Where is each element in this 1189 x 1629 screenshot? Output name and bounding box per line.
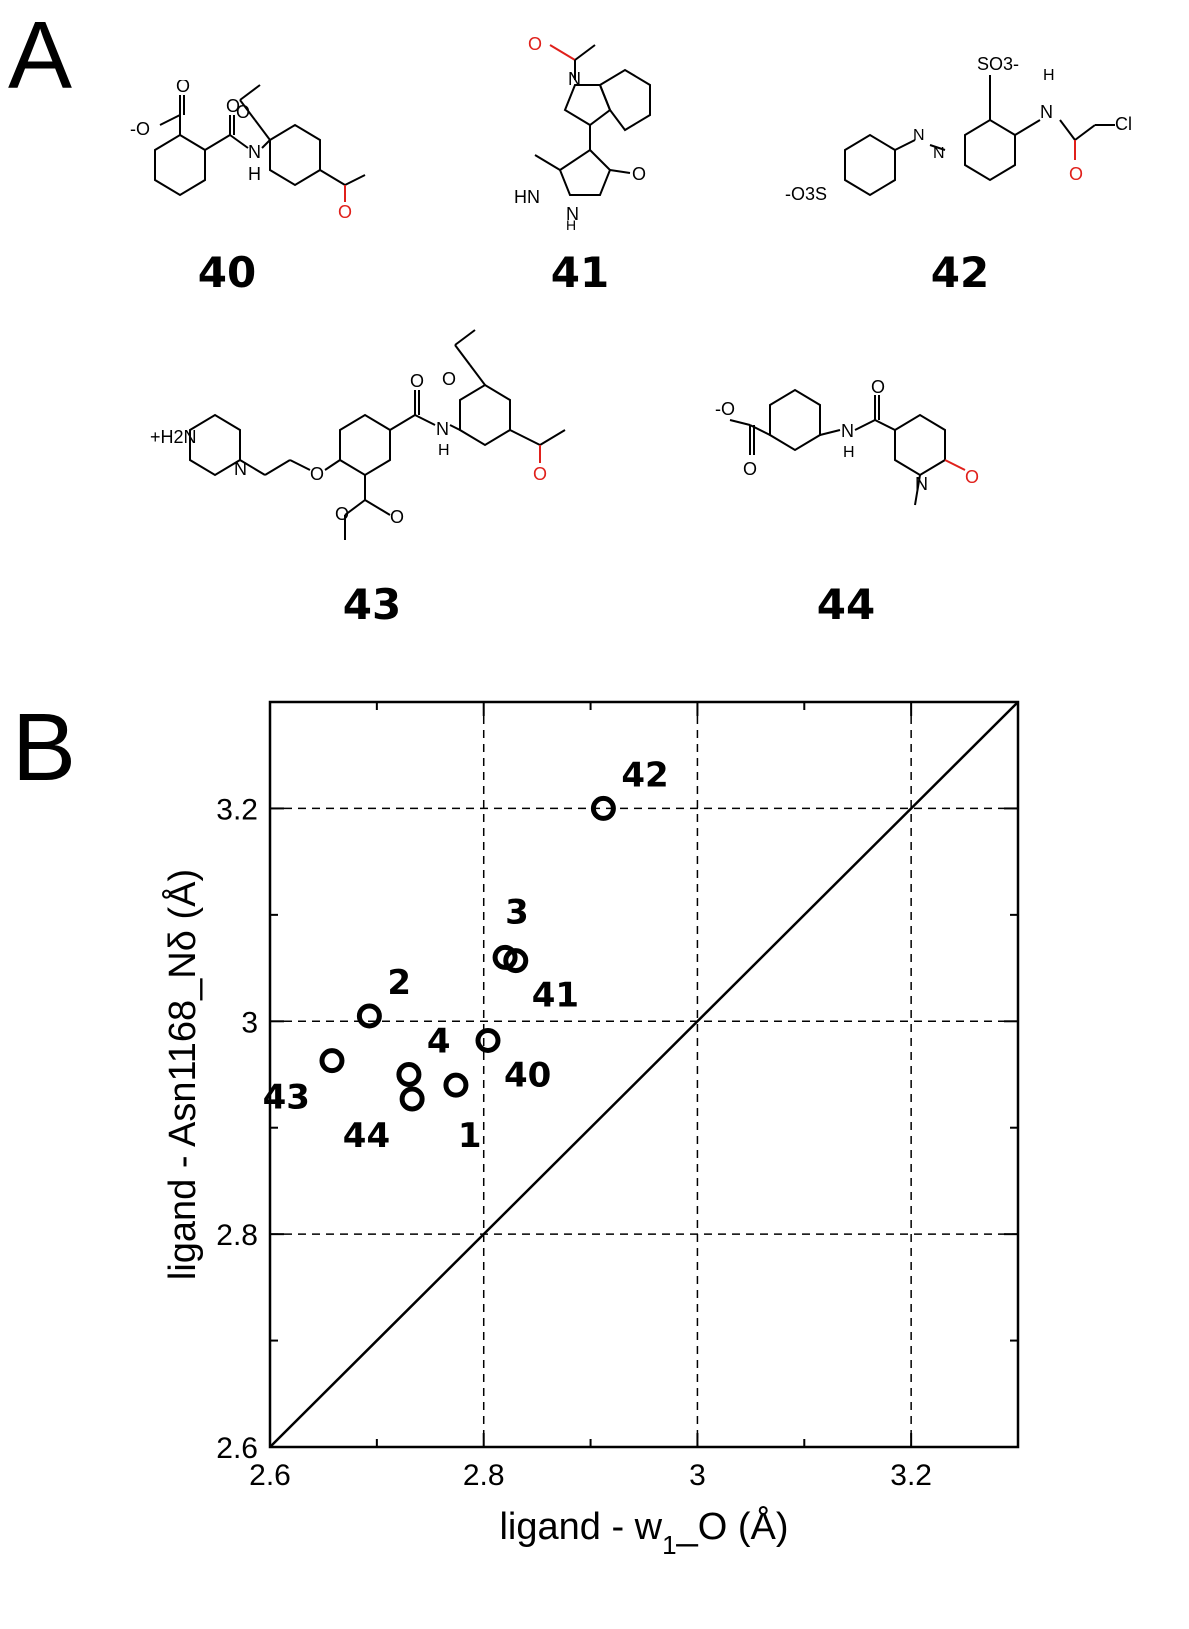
data-point <box>396 1062 422 1087</box>
data-point <box>590 795 616 821</box>
point-label: 42 <box>621 755 668 795</box>
atom-label: H <box>248 164 261 184</box>
point-label: 40 <box>504 1055 551 1095</box>
x-tick-label: 3 <box>689 1459 706 1492</box>
axis-ticks: 2.6 2.8 3 3.2 2.6 2.8 3 3.2 <box>216 702 1018 1492</box>
point-label: 4 <box>427 1022 451 1062</box>
diagonal-line <box>269 701 1019 1448</box>
atom-label: H <box>438 442 450 459</box>
data-point <box>319 1048 345 1074</box>
atom-label: N <box>248 142 261 162</box>
data-point <box>356 1003 382 1029</box>
atom-label: -O <box>715 399 735 419</box>
y-axis-label: ligand - Asn1168_Nδ (Å) <box>160 869 204 1280</box>
atom-label: H <box>566 217 576 233</box>
structure-41: O N HN N H O <box>514 34 651 233</box>
data-point <box>492 944 518 970</box>
point-label: 1 <box>458 1116 482 1156</box>
data-points: 42 3 41 2 40 4 43 44 1 <box>263 755 669 1156</box>
atom-label: N <box>1040 102 1053 122</box>
point-label: 41 <box>532 976 579 1016</box>
structure-42: SO3- N H Cl O -O3S N N <box>785 54 1132 204</box>
atom-label: O <box>310 464 324 484</box>
panel-label-b: B <box>12 694 77 801</box>
x-tick-label: 2.8 <box>463 1459 505 1492</box>
atom-label: N <box>933 145 945 162</box>
x-axis-label-main: ligand - w <box>499 1506 662 1548</box>
atom-label: O <box>176 80 190 96</box>
atom-label: O <box>632 164 646 184</box>
point-label: 44 <box>343 1116 390 1156</box>
structure-44: -O O O N H N O <box>715 377 979 506</box>
atom-label: -O <box>130 119 150 139</box>
atom-label: N <box>915 474 928 494</box>
plot-frame <box>268 700 1020 1449</box>
compound-label-43: 43 <box>342 580 402 629</box>
x-axis-label-sub: 1 <box>662 1530 676 1560</box>
atom-label: HN <box>514 187 540 207</box>
atom-label: O <box>533 464 547 484</box>
grid-lines <box>270 702 1018 1447</box>
atom-label: O <box>338 202 352 220</box>
atom-label: O <box>871 377 885 397</box>
atom-label: O <box>743 459 757 479</box>
data-point <box>399 1086 425 1112</box>
atom-label: O <box>528 34 542 54</box>
atom-label: O <box>965 467 979 487</box>
panel-label-a: A <box>8 2 73 109</box>
atom-label: O <box>390 507 404 527</box>
atom-label: N <box>436 419 449 439</box>
atom-label: O <box>442 369 456 389</box>
y-tick-label: 3 <box>241 1006 258 1039</box>
atom-label: N <box>234 459 247 479</box>
atom-label: H <box>843 444 855 461</box>
atom-label: N <box>566 204 579 224</box>
point-label: 3 <box>505 892 529 932</box>
y-tick-label: 3.2 <box>216 793 258 826</box>
compound-label-44: 44 <box>816 580 876 629</box>
structure-40: O -O O N H O O <box>130 80 366 220</box>
y-tick-label: 2.6 <box>216 1432 258 1465</box>
compound-label-40: 40 <box>197 248 257 297</box>
atom-label: O <box>226 96 240 116</box>
x-tick-label: 3.2 <box>890 1459 932 1492</box>
atom-label: N <box>568 69 581 89</box>
compound-label-41: 41 <box>550 248 610 297</box>
atom-label: H <box>1043 67 1055 84</box>
atom-label: Cl <box>1115 114 1132 134</box>
scatter-chart: 2.6 2.8 3 3.2 2.6 2.8 3 3.2 42 3 41 2 40 4 43 44 1 liga… <box>160 700 1020 1560</box>
atom-label: +H2N <box>150 427 197 447</box>
x-tick-label: 2.6 <box>249 1459 291 1492</box>
data-point <box>443 1072 469 1098</box>
atom-label: O <box>335 504 349 524</box>
atom-label: O <box>1069 164 1083 184</box>
compound-label-42: 42 <box>930 248 990 297</box>
y-tick-label: 2.8 <box>216 1219 258 1252</box>
atom-label: O <box>236 102 250 122</box>
atom-label: -O3S <box>785 184 827 204</box>
atom-label: N <box>841 421 854 441</box>
atom-label: N <box>913 127 925 144</box>
data-point <box>503 948 529 974</box>
x-axis-label-tail: _O (Å) <box>676 1504 789 1548</box>
x-axis-label: ligand - w1_O (Å) <box>499 1504 788 1560</box>
point-label: 2 <box>387 963 411 1003</box>
data-point <box>475 1027 501 1053</box>
structure-43: +H2N N O O O N H O O O <box>150 329 566 540</box>
atom-label: SO3- <box>977 54 1019 74</box>
point-label: 43 <box>263 1078 310 1118</box>
atom-label: O <box>410 371 424 391</box>
